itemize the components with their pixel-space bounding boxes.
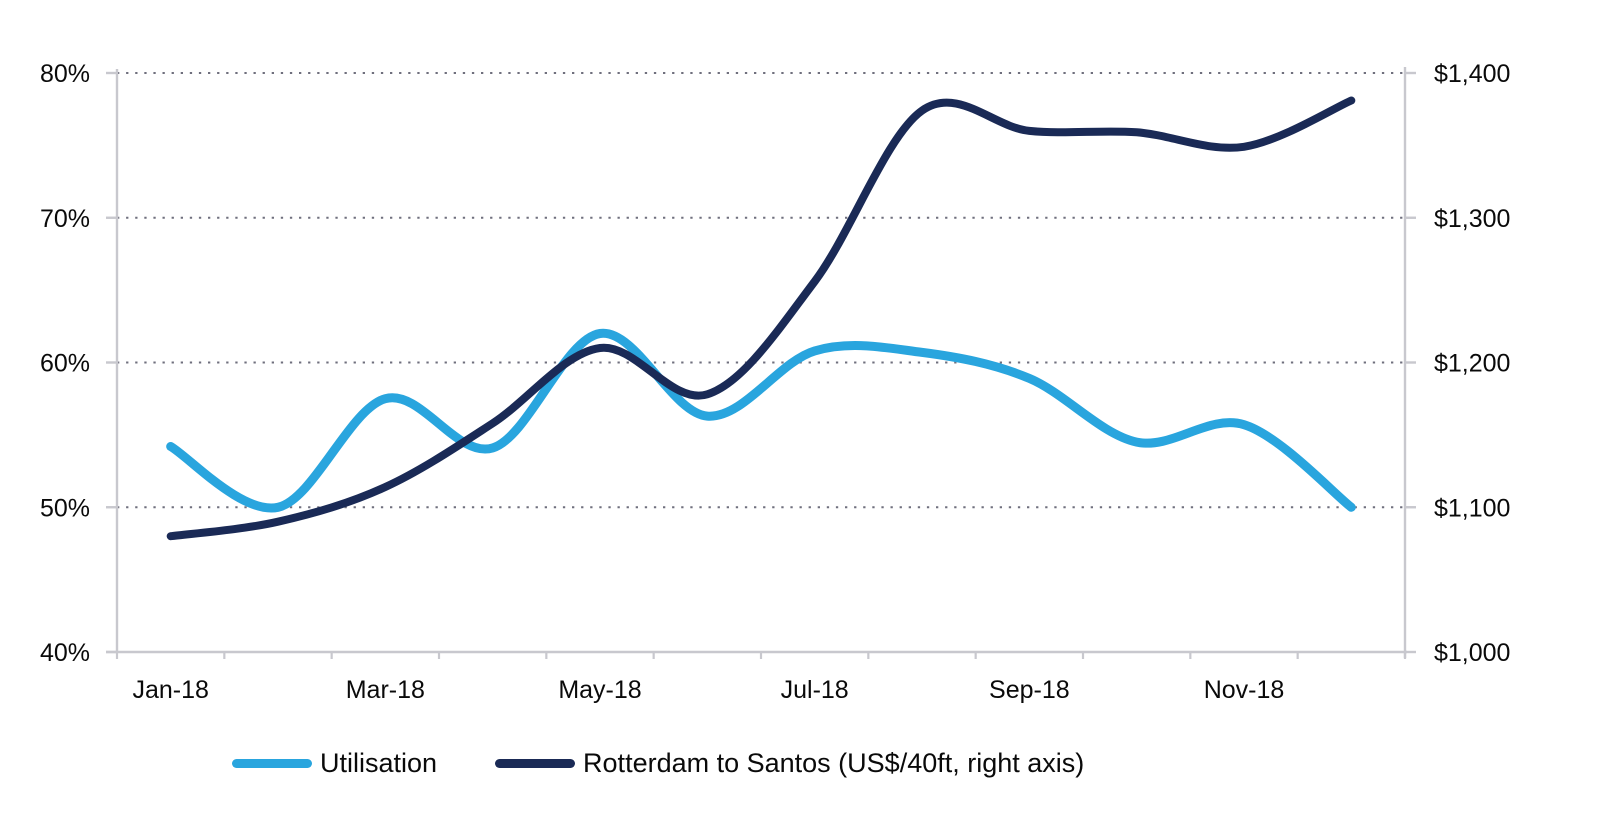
legend-item-rotterdam-to-santos: Rotterdam to Santos (US$/40ft, right axi… [495,748,1084,779]
right-axis-label-$1,000: $1,000 [1434,639,1510,667]
utilisation-line-swatch [232,759,312,768]
x-axis-label-Sep-18: Sep-18 [989,676,1070,704]
x-axis-label-Nov-18: Nov-18 [1204,676,1285,704]
right-axis-label-$1,200: $1,200 [1434,350,1510,378]
x-axis-label-Mar-18: Mar-18 [346,676,425,704]
left-axis-label-80%: 80% [40,60,90,88]
rotterdam-to-santos-line [166,96,1356,541]
utilisation-line [166,328,1356,513]
legend-item-utilisation: Utilisation [232,748,437,779]
rotterdam-line-swatch [495,759,576,768]
left-axis-label-50%: 50% [40,494,90,522]
left-axis-label-40%: 40% [40,639,90,667]
left-axis-label-60%: 60% [40,350,90,378]
right-axis-label-$1,100: $1,100 [1434,494,1510,522]
chart-legend: Utilisation Rotterdam to Santos (US$/40f… [232,748,1084,779]
legend-label-rotterdam-to-santos: Rotterdam to Santos (US$/40ft, right axi… [583,748,1085,778]
x-axis-label-Jan-18: Jan-18 [132,676,208,704]
right-axis-label-$1,300: $1,300 [1434,205,1510,233]
x-axis-label-May-18: May-18 [558,676,641,704]
left-axis-label-70%: 70% [40,205,90,233]
x-axis-label-Jul-18: Jul-18 [781,676,849,704]
right-axis-label-$1,400: $1,400 [1434,60,1510,88]
legend-label-utilisation: Utilisation [320,748,438,778]
